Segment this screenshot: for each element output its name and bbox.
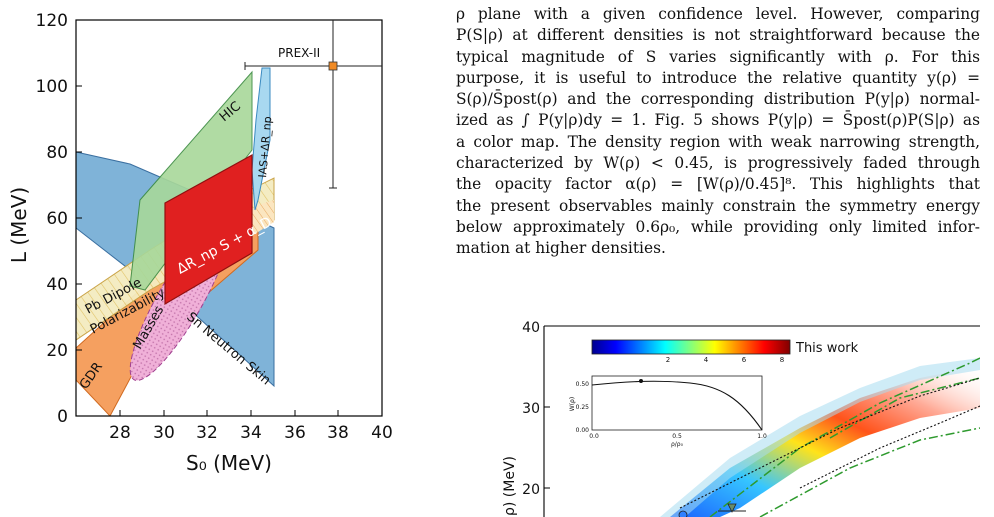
x-tick: 32	[196, 423, 218, 443]
hic-region	[129, 70, 253, 291]
inset-y-label: W(ρ)	[569, 397, 576, 411]
x-tick: 36	[284, 423, 306, 443]
x-tick: 34	[240, 423, 262, 443]
y-tick: 40	[46, 275, 68, 295]
text-line: below approximately 0.6ρ₀, while providi…	[456, 217, 980, 236]
text-line: characterized by W(ρ) < 0.45, is progres…	[456, 154, 980, 173]
colorbar-tick: 2	[666, 356, 670, 364]
y-tick: 20	[46, 341, 68, 361]
x-axis-label: S₀ (MeV)	[186, 451, 272, 475]
posterior-halo	[660, 358, 980, 517]
text-line: the present observables mainly constrain…	[456, 196, 980, 215]
green-dashdot-upper	[709, 357, 980, 517]
black-dotted-upper	[679, 377, 980, 509]
colorbar	[591, 339, 791, 355]
ias-region	[251, 67, 271, 211]
text-line: purpose, it is useful to introduce the r…	[456, 68, 980, 87]
x-tick: 40	[371, 423, 393, 443]
text-line: a color map. The density region with wea…	[456, 132, 980, 151]
y-tick: 60	[46, 209, 68, 229]
y-tick: 80	[46, 143, 68, 163]
text-line: P(S|ρ) at different densities is not str…	[456, 26, 980, 45]
green-dashdot-top	[829, 377, 980, 439]
inset-x-tick: 0.0	[589, 433, 599, 440]
text-line: S(ρ)/S̄post(ρ) and the corresponding dis…	[456, 90, 980, 109]
y-axis: 120 100 80 60 40 20 0	[36, 11, 82, 427]
y-tick: 20	[522, 482, 540, 498]
label-ias: IAS+ΔR_np	[256, 116, 274, 179]
x-axis: 28 30 32 34 36 38 40	[109, 410, 393, 443]
y-tick: 0	[57, 407, 68, 427]
inset-y-tick: 0.25	[576, 404, 590, 411]
y-tick: 120	[36, 11, 68, 31]
colorbar-tick: 4	[704, 356, 709, 364]
inset-y-tick: 0.00	[576, 427, 590, 434]
x-tick: 30	[153, 423, 175, 443]
text-line: typical magnitude of S varies significan…	[456, 47, 980, 66]
green-dashdot-lower	[759, 427, 980, 517]
text-line: mation at higher densities.	[456, 239, 666, 258]
y-tick: 100	[36, 77, 68, 97]
x-tick: 38	[327, 423, 349, 443]
colorbar-tick: 8	[780, 356, 784, 364]
text-line: ρ plane with a given confidence level. H…	[456, 5, 980, 23]
body-paragraph: ρ plane with a given confidence level. H…	[456, 4, 980, 260]
data-marker	[727, 503, 737, 513]
y-tick: 40	[522, 320, 540, 336]
colorbar-tick: 6	[742, 356, 747, 364]
y-tick: 30	[522, 401, 540, 417]
inset-x-tick: 0.5	[672, 433, 682, 440]
inset-y-tick: 0.50	[576, 381, 590, 388]
text-line: the opacity factor α(ρ) = [W(ρ)/0.45]⁸. …	[456, 175, 980, 194]
y-axis-label: ρ) (MeV)	[502, 456, 518, 516]
legend-label: This work	[795, 341, 859, 356]
left-chart: PREX-II HIC IAS+ΔR_np Pb Dipole Polariza…	[7, 11, 393, 475]
inset-x-tick: 1.0	[757, 433, 767, 440]
data-marker	[678, 510, 688, 517]
right-chart: 40 30 20 ρ) (MeV) 2 4 6 8 This work 0.50…	[502, 320, 980, 517]
inset-x-label: ρ/ρ₀	[671, 441, 684, 448]
label-prex: PREX-II	[278, 46, 320, 60]
y-axis-label: L (MeV)	[7, 187, 31, 263]
x-tick: 28	[109, 423, 131, 443]
main-region	[164, 153, 253, 306]
black-dotted-lower	[799, 405, 980, 489]
prex-point	[244, 20, 382, 189]
text-line: ized as ∫ P(y|ρ)dy = 1. Fig. 5 shows P(y…	[456, 111, 980, 130]
posterior-band	[670, 366, 980, 517]
inset-plot: 0.50 0.25 0.00 0.0 0.5 1.0 ρ/ρ₀ W(ρ)	[569, 375, 767, 448]
